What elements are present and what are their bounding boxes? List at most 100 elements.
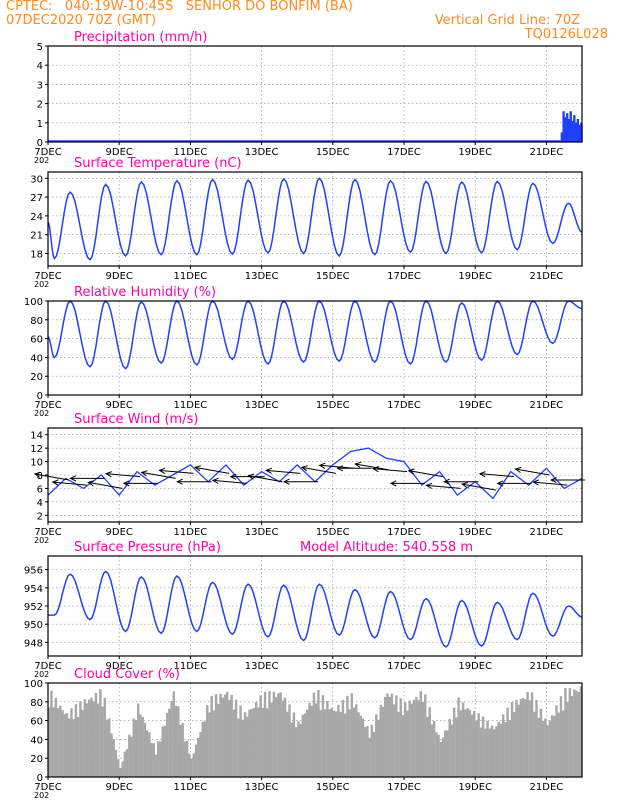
- wind-arrow-head: [532, 479, 540, 486]
- cloud-bar: [412, 699, 416, 777]
- wind-arrow-head: [425, 482, 433, 489]
- panel-precip: 0 1 2 3 4 5 7DEC 9DEC 11DEC 13DEC 15DEC 17DEC 19DEC 2…: [34, 30, 583, 165]
- wind-arrow-shaft: [408, 470, 443, 478]
- cloud-bar: [132, 718, 135, 777]
- cloud-bar: [399, 698, 402, 777]
- cloud-bar: [168, 708, 171, 777]
- wind-arrow-shaft: [462, 483, 497, 491]
- cloud-bar: [555, 705, 558, 777]
- cloud-bar: [430, 724, 434, 777]
- cloud-bar: [570, 696, 574, 777]
- pres-xtick-label: 15DEC: [316, 661, 350, 672]
- cloud-bar: [553, 715, 556, 777]
- wind-arrow-shaft: [52, 481, 87, 486]
- cloud-bar: [441, 737, 445, 777]
- cloud-bar: [63, 714, 67, 777]
- cloud-bar: [446, 730, 449, 777]
- precip-bar: [573, 115, 576, 142]
- cloud-bar: [437, 734, 440, 777]
- precip-ytick-label: 2: [37, 100, 43, 111]
- cloud-bar: [350, 693, 354, 777]
- wind-xtick-label: 13DEC: [245, 527, 279, 538]
- cloud-bar: [566, 701, 569, 777]
- cloud-bar: [472, 710, 476, 777]
- pres-ytick-label: 948: [24, 638, 43, 649]
- cloud-bar: [559, 696, 563, 777]
- wind-xtick-label: 21DEC: [530, 527, 564, 538]
- cloud-bar: [343, 713, 347, 777]
- header-date: 07DEC2020 70Z (GMT): [6, 13, 157, 28]
- cloud-bar: [577, 692, 580, 777]
- cloud-bar: [421, 701, 425, 777]
- precip-xtick-label: 21DEC: [530, 147, 564, 158]
- cloud-bar: [315, 703, 318, 777]
- rh-xtick-label: 7DEC: [34, 400, 61, 411]
- wind-arrow-head: [496, 480, 504, 487]
- cloud-bar: [130, 736, 133, 777]
- cloud-ytick-label: 60: [30, 717, 43, 728]
- cloud-bar: [279, 692, 282, 777]
- cloud-frame: [47, 682, 583, 778]
- cloud-bar: [248, 709, 251, 777]
- cloud-bar: [368, 737, 371, 777]
- cloud-xtick-label: 9DEC: [106, 782, 133, 793]
- wind-ytick-label: 12: [30, 444, 43, 455]
- cloud-bar: [221, 697, 224, 777]
- cloud-bar: [490, 725, 494, 777]
- cloud-bar: [185, 740, 189, 777]
- cloud-bar: [274, 697, 278, 777]
- cloud-bar: [281, 700, 285, 777]
- cloud-bar: [306, 709, 309, 777]
- cloud-bar: [432, 720, 436, 777]
- cloud-bar: [74, 704, 78, 777]
- wind-frame: [47, 427, 583, 523]
- cloud-bar: [524, 699, 527, 777]
- cloud-bar: [435, 732, 438, 777]
- wind-arrow-head: [158, 467, 166, 474]
- temp-xtick-label: 19DEC: [458, 271, 492, 282]
- rh-xtick-label: 15DEC: [316, 400, 350, 411]
- cloud-bar: [50, 690, 53, 777]
- cloud-xtick-label: 7DEC: [34, 782, 61, 793]
- cloud-bar: [134, 720, 138, 777]
- cloud-bar: [548, 720, 552, 777]
- wind-ytick-label: 14: [30, 431, 43, 442]
- wind-arrow-shaft: [88, 481, 123, 489]
- cloud-bar: [141, 717, 144, 777]
- cloud-bar: [355, 704, 358, 777]
- cloud-bar: [464, 709, 467, 777]
- wind-arrow-shaft: [159, 469, 194, 474]
- cloud-bar: [81, 709, 84, 777]
- cloud-bar: [319, 710, 322, 777]
- temp-ytick-label: 27: [30, 193, 43, 204]
- cloud-ytick-label: 40: [30, 735, 43, 746]
- cloud-bar: [119, 767, 122, 777]
- pres-ytick-label: 954: [24, 584, 43, 595]
- wind-ytick-label: 4: [37, 498, 43, 509]
- cloud-bar: [270, 702, 273, 777]
- wind-arrow-head: [229, 473, 237, 480]
- temp-xtick-label: 7DEC: [34, 271, 61, 282]
- precip-xtick-label: 13DEC: [245, 147, 279, 158]
- cloud-bar: [330, 707, 333, 777]
- cloud-bar: [192, 753, 196, 777]
- cloud-bar: [188, 753, 191, 777]
- wind-arrow-shaft: [373, 468, 408, 473]
- cloud-bar: [56, 708, 60, 777]
- temp-series-line: [47, 177, 583, 261]
- cloud-bar: [379, 704, 382, 777]
- precip-bar: [567, 118, 571, 142]
- cloud-bar: [337, 704, 340, 777]
- cloud-bar: [479, 727, 483, 777]
- precip-xtick-label: 7DEC: [34, 147, 61, 158]
- cloud-bar: [283, 697, 287, 777]
- temp-xtick-label: 15DEC: [316, 271, 350, 282]
- wind-arrow-shaft: [301, 466, 336, 474]
- cloud-bar: [357, 712, 360, 777]
- cloud-bar: [366, 726, 369, 777]
- cloud-bar: [230, 695, 233, 777]
- cloud-bar: [237, 718, 240, 777]
- wind-arrow-head: [514, 466, 522, 473]
- cloud-bar: [292, 712, 296, 777]
